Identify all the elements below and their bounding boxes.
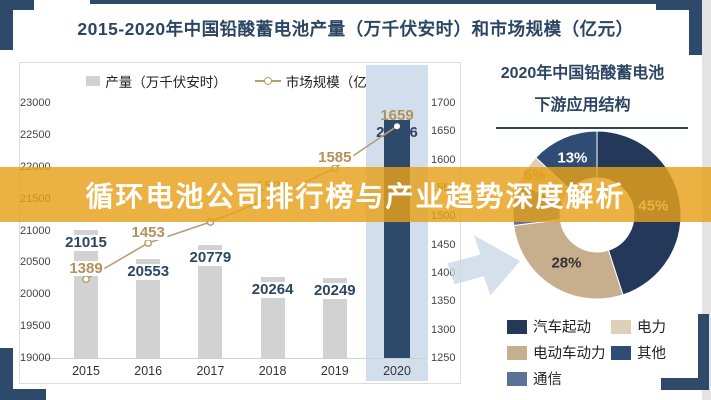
donut-legend-item: 通信 [507, 368, 611, 389]
page-title: 2015-2020年中国铅酸蓄电池产量（万千伏安时）和市场规模（亿元） [77, 19, 634, 39]
left-axis-tick: 20500 [20, 256, 51, 269]
right-axis-tick: 1250 [431, 352, 456, 364]
donut-legend-item: 电力 [611, 316, 703, 337]
legend-swatch-icon [611, 345, 631, 360]
left-axis-tick: 19000 [20, 352, 51, 364]
right-axis-tick: 1450 [431, 238, 456, 251]
legend-label: 电力 [637, 320, 666, 336]
line-value-label: 1389 [67, 260, 105, 278]
right-axis-tick: 1400 [431, 267, 456, 279]
bar-value-label: 21015 [63, 233, 109, 251]
headline-banner: 循环电池公司排行榜与产业趋势深度解析 [0, 167, 711, 222]
x-axis-label: 2018 [258, 364, 287, 378]
legend-label: 电动车动力 [533, 346, 606, 362]
corner-bracket-bottom-right [661, 314, 709, 390]
x-axis-label: 2017 [196, 364, 225, 378]
line-value-label: 1659 [380, 107, 414, 125]
donut-title-underline [496, 127, 688, 129]
left-axis-tick: 21000 [20, 224, 51, 237]
x-axis-line [41, 358, 427, 359]
corner-bracket-bottom-left [0, 348, 46, 400]
left-axis-tick: 19500 [20, 320, 51, 333]
donut-slice-电动车动力 [513, 219, 624, 300]
corner-bracket-top-right [656, 0, 702, 55]
donut-title-line2: 下游应用结构 [534, 97, 631, 114]
bar-2015 [74, 229, 98, 358]
legend-swatch-icon [611, 319, 631, 334]
donut-legend-item: 电动车动力 [507, 342, 611, 363]
watermark-arrow [447, 235, 520, 296]
line-marker-icon [254, 76, 281, 86]
combo-chart-panel: 产量（万千伏安时） 市场规模（亿元） 230002250022000215002… [19, 62, 461, 384]
x-axis-label: 2020 [383, 364, 411, 378]
donut-legend-item: 汽车起动 [507, 316, 611, 337]
legend-label: 汽车起动 [533, 320, 591, 336]
bar-value-label: 20779 [187, 248, 234, 266]
x-axis-label: 2016 [134, 364, 163, 378]
left-axis-tick: 23000 [20, 97, 51, 109]
donut-legend-item: 其他 [611, 342, 703, 363]
x-axis-label: 2019 [320, 364, 349, 378]
legend-label: 其他 [637, 346, 666, 362]
bar-swatch-icon [86, 76, 101, 86]
x-axis-label: 2015 [72, 364, 100, 378]
top-rule [90, 0, 694, 4]
right-axis-tick: 1700 [431, 97, 456, 109]
legend-swatch-icon [507, 345, 527, 360]
right-axis-tick: 1650 [431, 125, 456, 138]
bar-value-label: 20553 [125, 262, 172, 280]
donut-pct-label: 13% [557, 149, 588, 167]
left-axis-tick: 20000 [20, 288, 51, 301]
line-value-label: 1585 [316, 149, 354, 167]
left-axis-tick: 22500 [20, 128, 51, 141]
legend-swatch-icon [507, 319, 527, 334]
right-axis-tick: 1300 [431, 323, 456, 336]
legend-item-production: 产量（万千伏安时） [86, 71, 227, 91]
line-value-label: 1453 [129, 223, 167, 241]
bar-value-label: 20264 [249, 281, 296, 299]
donut-legend: 汽车起动 电力电动车动力 其他通信 [507, 316, 703, 389]
corner-bracket-top-left [0, 0, 34, 50]
line-marker [394, 123, 400, 130]
legend-label: 通信 [533, 372, 562, 388]
right-axis-tick: 1600 [431, 153, 456, 166]
right-axis-tick: 1350 [431, 295, 456, 308]
legend-label-production: 产量（万千伏安时） [105, 75, 227, 90]
legend-swatch-icon [507, 371, 527, 386]
donut-title-line1: 2020年中国铅酸蓄电池 [500, 65, 665, 82]
bar-value-label: 20249 [311, 282, 358, 300]
bar-2020 [384, 119, 410, 358]
donut-title: 2020年中国铅酸蓄电池 下游应用结构 [465, 66, 700, 114]
headline-text: 循环电池公司排行榜与产业趋势深度解析 [85, 180, 626, 212]
donut-pct-label: 28% [551, 254, 582, 272]
